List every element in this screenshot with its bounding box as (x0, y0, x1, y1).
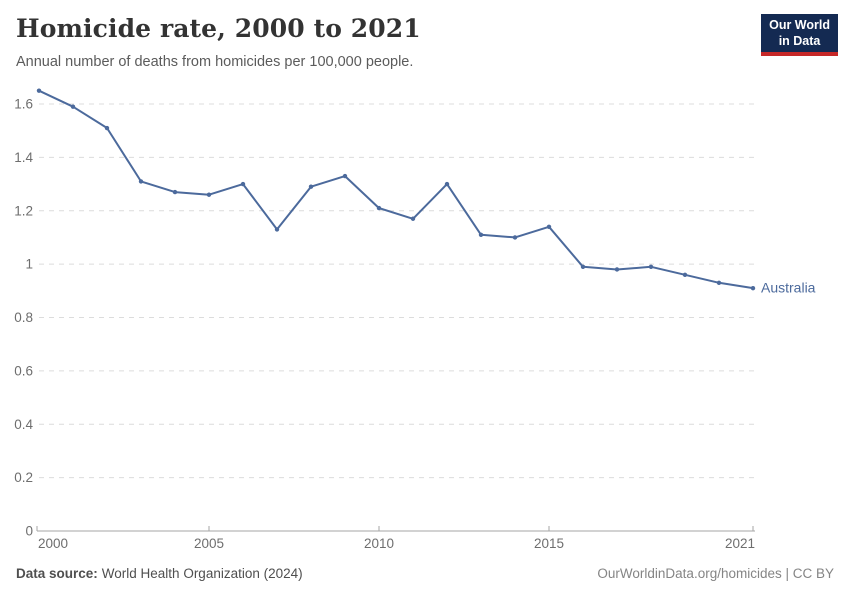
data-point[interactable] (512, 235, 518, 240)
y-tick-label: 1.2 (14, 203, 33, 218)
data-point[interactable] (614, 267, 620, 272)
data-point[interactable] (70, 104, 76, 109)
data-point[interactable] (750, 285, 756, 291)
data-source-note: Data source: World Health Organization (2… (16, 566, 303, 581)
data-point[interactable] (410, 216, 416, 221)
data-point[interactable] (206, 192, 212, 197)
line-chart-plot-area[interactable]: 0 0.2 0.4 0.6 0.8 1 1.2 1.4 1.6 2000 2005 2010 2015 2… (0, 0, 850, 560)
data-point[interactable] (240, 181, 246, 187)
chart-subtitle: Annual number of deaths from homicides p… (16, 54, 414, 70)
series-end-label[interactable]: Australia (761, 280, 816, 296)
y-tick-label: 0 (25, 524, 33, 539)
y-tick-label: 0.4 (14, 417, 33, 432)
y-tick-label: 0.2 (14, 470, 33, 485)
credit-link[interactable]: OurWorldinData.org/homicides | CC BY (597, 566, 834, 581)
data-point[interactable] (648, 264, 654, 269)
chart-footer: Data source: World Health Organization (2… (16, 566, 834, 581)
data-point[interactable] (682, 272, 688, 277)
y-tick-label: 1.4 (14, 150, 33, 165)
data-source-label: Data source: (16, 566, 98, 581)
data-point[interactable] (308, 184, 314, 189)
y-tick-label: 0.8 (14, 310, 33, 325)
x-tick-label: 2021 (725, 536, 755, 551)
data-point[interactable] (478, 232, 484, 237)
x-tick-label: 2000 (38, 536, 68, 551)
data-line (38, 89, 754, 290)
x-tick-label: 2010 (364, 536, 394, 551)
data-point[interactable] (172, 189, 178, 195)
y-tick-label: 0.6 (14, 363, 33, 378)
data-source-text: World Health Organization (2024) (101, 566, 303, 581)
data-point[interactable] (138, 179, 144, 184)
data-point[interactable] (716, 280, 722, 286)
owid-logo-line2: in Data (778, 33, 821, 48)
data-point[interactable] (580, 264, 586, 269)
data-point[interactable] (274, 227, 280, 232)
x-tick-label: 2005 (194, 536, 224, 551)
y-tick-label: 1.6 (14, 97, 33, 112)
data-point[interactable] (376, 205, 382, 211)
data-point[interactable] (104, 125, 110, 131)
x-tick-label: 2015 (534, 536, 564, 551)
data-point[interactable] (36, 88, 42, 93)
owid-logo[interactable]: Our World in Data (761, 14, 838, 57)
owid-logo-line1: Our World (769, 18, 830, 32)
data-point[interactable] (444, 181, 450, 187)
data-point[interactable] (342, 173, 348, 179)
y-tick-label: 1 (25, 257, 33, 272)
chart-title: Homicide rate, 2000 to 2021 (16, 14, 421, 43)
data-point[interactable] (546, 224, 552, 229)
